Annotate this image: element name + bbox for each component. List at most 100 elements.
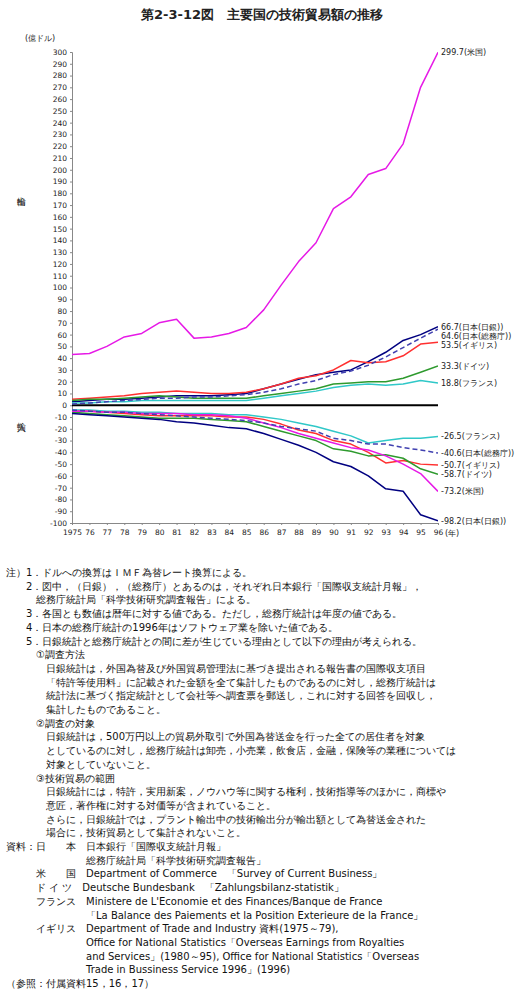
end-label: 299.7(米国) [441, 48, 486, 57]
note-line: ③技術貿易の範囲 [6, 772, 456, 786]
y-tick-label: 290 [53, 60, 68, 69]
y-tick: -20 [55, 425, 72, 434]
x-tick-label: 85 [242, 528, 252, 537]
note-line: イギリス Department of Trade and Industry 資料… [6, 922, 456, 936]
y-tick-mark [70, 452, 72, 453]
x-tick: 83 [207, 523, 217, 537]
y-tick-mark [70, 146, 72, 147]
x-tick-label: 94 [399, 528, 409, 537]
y-tick-mark [70, 87, 72, 88]
y-tick-label: 120 [53, 260, 68, 269]
y-tick-mark [70, 111, 72, 112]
y-tick: 160 [53, 213, 72, 222]
note-line: 統計法に基づく指定統計として会社等へ調査票を郵送し，これに対する回答を回収し， [6, 689, 456, 703]
y-tick-mark [70, 523, 72, 524]
y-tick-mark [70, 311, 72, 312]
x-tick-label: 80 [155, 528, 165, 537]
series-line [72, 366, 438, 401]
y-tick-label: -10 [55, 413, 67, 422]
y-tick: 240 [53, 119, 72, 128]
y-tick-mark [70, 217, 72, 218]
y-tick-mark [70, 264, 72, 265]
y-tick-mark [70, 441, 72, 442]
y-tick: 170 [53, 201, 72, 210]
y-tick-mark [70, 52, 72, 53]
y-tick-label: -100 [50, 519, 67, 528]
note-line: としているのに対し，総務庁統計は卸売，小売業，飲食店，金融，保険等の業種について… [6, 744, 456, 758]
end-label: 18.8(フランス) [441, 379, 497, 388]
x-tick: 80 [155, 523, 165, 537]
y-tick-label: 70 [57, 319, 67, 328]
end-label: -98.2(日本(日銀)) [441, 517, 506, 526]
series-line [72, 411, 438, 491]
y-tick-label: 230 [53, 130, 68, 139]
note-line: 注）1．ドルへの換算はＩＭＦ為替レート換算による。 [6, 566, 456, 580]
y-tick: -60 [55, 472, 72, 481]
x-tick-mark [142, 523, 143, 525]
end-label: -26.5(フランス) [441, 432, 500, 441]
y-tick: -90 [55, 507, 72, 516]
y-tick-label: 300 [53, 48, 68, 57]
note-line: Office for National Statistics「Overseas … [6, 936, 456, 950]
y-tick-mark [70, 429, 72, 430]
x-tick-mark [124, 523, 125, 525]
y-tick: 210 [53, 154, 72, 163]
x-tick: 84 [225, 523, 235, 537]
note-line: 場合に，技術貿易として集計されないこと。 [6, 826, 456, 840]
note-line: Trade in Bussiness Service 1996」(1996) [6, 963, 456, 977]
y-tick-mark [70, 182, 72, 183]
note-line: 日銀統計は，外国為替及び外国貿易管理法に基づき提出される報告書の国際収支項目 [6, 662, 456, 676]
y-tick: 280 [53, 71, 72, 80]
x-tick-mark [177, 523, 178, 525]
note-line: 4．日本の総務庁統計の1996年はソフトウェア業を除いた値である。 [6, 621, 456, 635]
note-line: 米 国 Department of Commerce 「Survey of Cu… [6, 867, 456, 881]
end-label: 53.5(イギリス) [441, 341, 497, 350]
note-line: （参照：付属資料15，16，17） [6, 977, 456, 991]
end-label: -73.2(米国) [441, 487, 484, 496]
note-line: 総務庁統計局「科学技術研究調査報告」による。 [6, 593, 456, 607]
x-tick-label: 82 [190, 528, 200, 537]
x-tick-mark [194, 523, 195, 525]
annotation: 輸出 [18, 197, 27, 207]
x-tick-mark [89, 523, 90, 525]
y-tick: 70 [57, 319, 72, 328]
y-tick: 100 [53, 283, 72, 292]
y-tick-label: -50 [55, 460, 67, 469]
y-tick: -10 [55, 413, 72, 422]
y-tick: -50 [55, 460, 72, 469]
y-tick: 50 [57, 342, 72, 351]
y-tick-mark [70, 123, 72, 124]
series-line [72, 413, 438, 520]
y-tick-label: 160 [53, 213, 68, 222]
x-tick-mark [299, 523, 300, 525]
x-tick-label: 84 [225, 528, 235, 537]
x-tick-mark [211, 523, 212, 525]
y-tick-mark [70, 476, 72, 477]
y-tick-mark [70, 382, 72, 383]
y-tick-mark [70, 370, 72, 371]
y-tick-label: 50 [57, 342, 67, 351]
series-line [72, 381, 438, 403]
y-tick-label: 200 [53, 166, 68, 175]
note-line: 日銀統計には，特許，実用新案，ノウハウ等に関する権利，技術指導等のほかに，商標や [6, 785, 456, 799]
y-tick-mark [70, 240, 72, 241]
note-line: さらに，日銀統計では，プラント輸出中の技術輸出分が輸出額として為替送金された [6, 813, 456, 827]
y-tick-label: 210 [53, 154, 68, 163]
x-tick: 76 [85, 523, 95, 537]
y-tick: 140 [53, 236, 72, 245]
x-tick-label: 93 [381, 528, 391, 537]
y-tick-label: 10 [57, 389, 67, 398]
y-tick-mark [70, 158, 72, 159]
x-tick-label: 1975 [63, 528, 82, 537]
x-tick-mark [333, 523, 334, 525]
note-line: 3．各国とも数値は暦年に対する値である。ただし，総務庁統計は年度の値である。 [6, 607, 456, 621]
y-tick-label: 60 [57, 331, 67, 340]
y-tick-label: 40 [57, 354, 67, 363]
x-tick: 78 [120, 523, 130, 537]
y-tick-label: -20 [55, 425, 67, 434]
y-tick-label: 280 [53, 71, 68, 80]
y-tick-label: 170 [53, 201, 68, 210]
y-tick-label: 90 [57, 295, 67, 304]
note-line: 日銀統計は，500万円以上の貿易外取引で外国為替送金を行った全ての居住者を対象 [6, 730, 456, 744]
y-tick: 0 [62, 401, 72, 410]
